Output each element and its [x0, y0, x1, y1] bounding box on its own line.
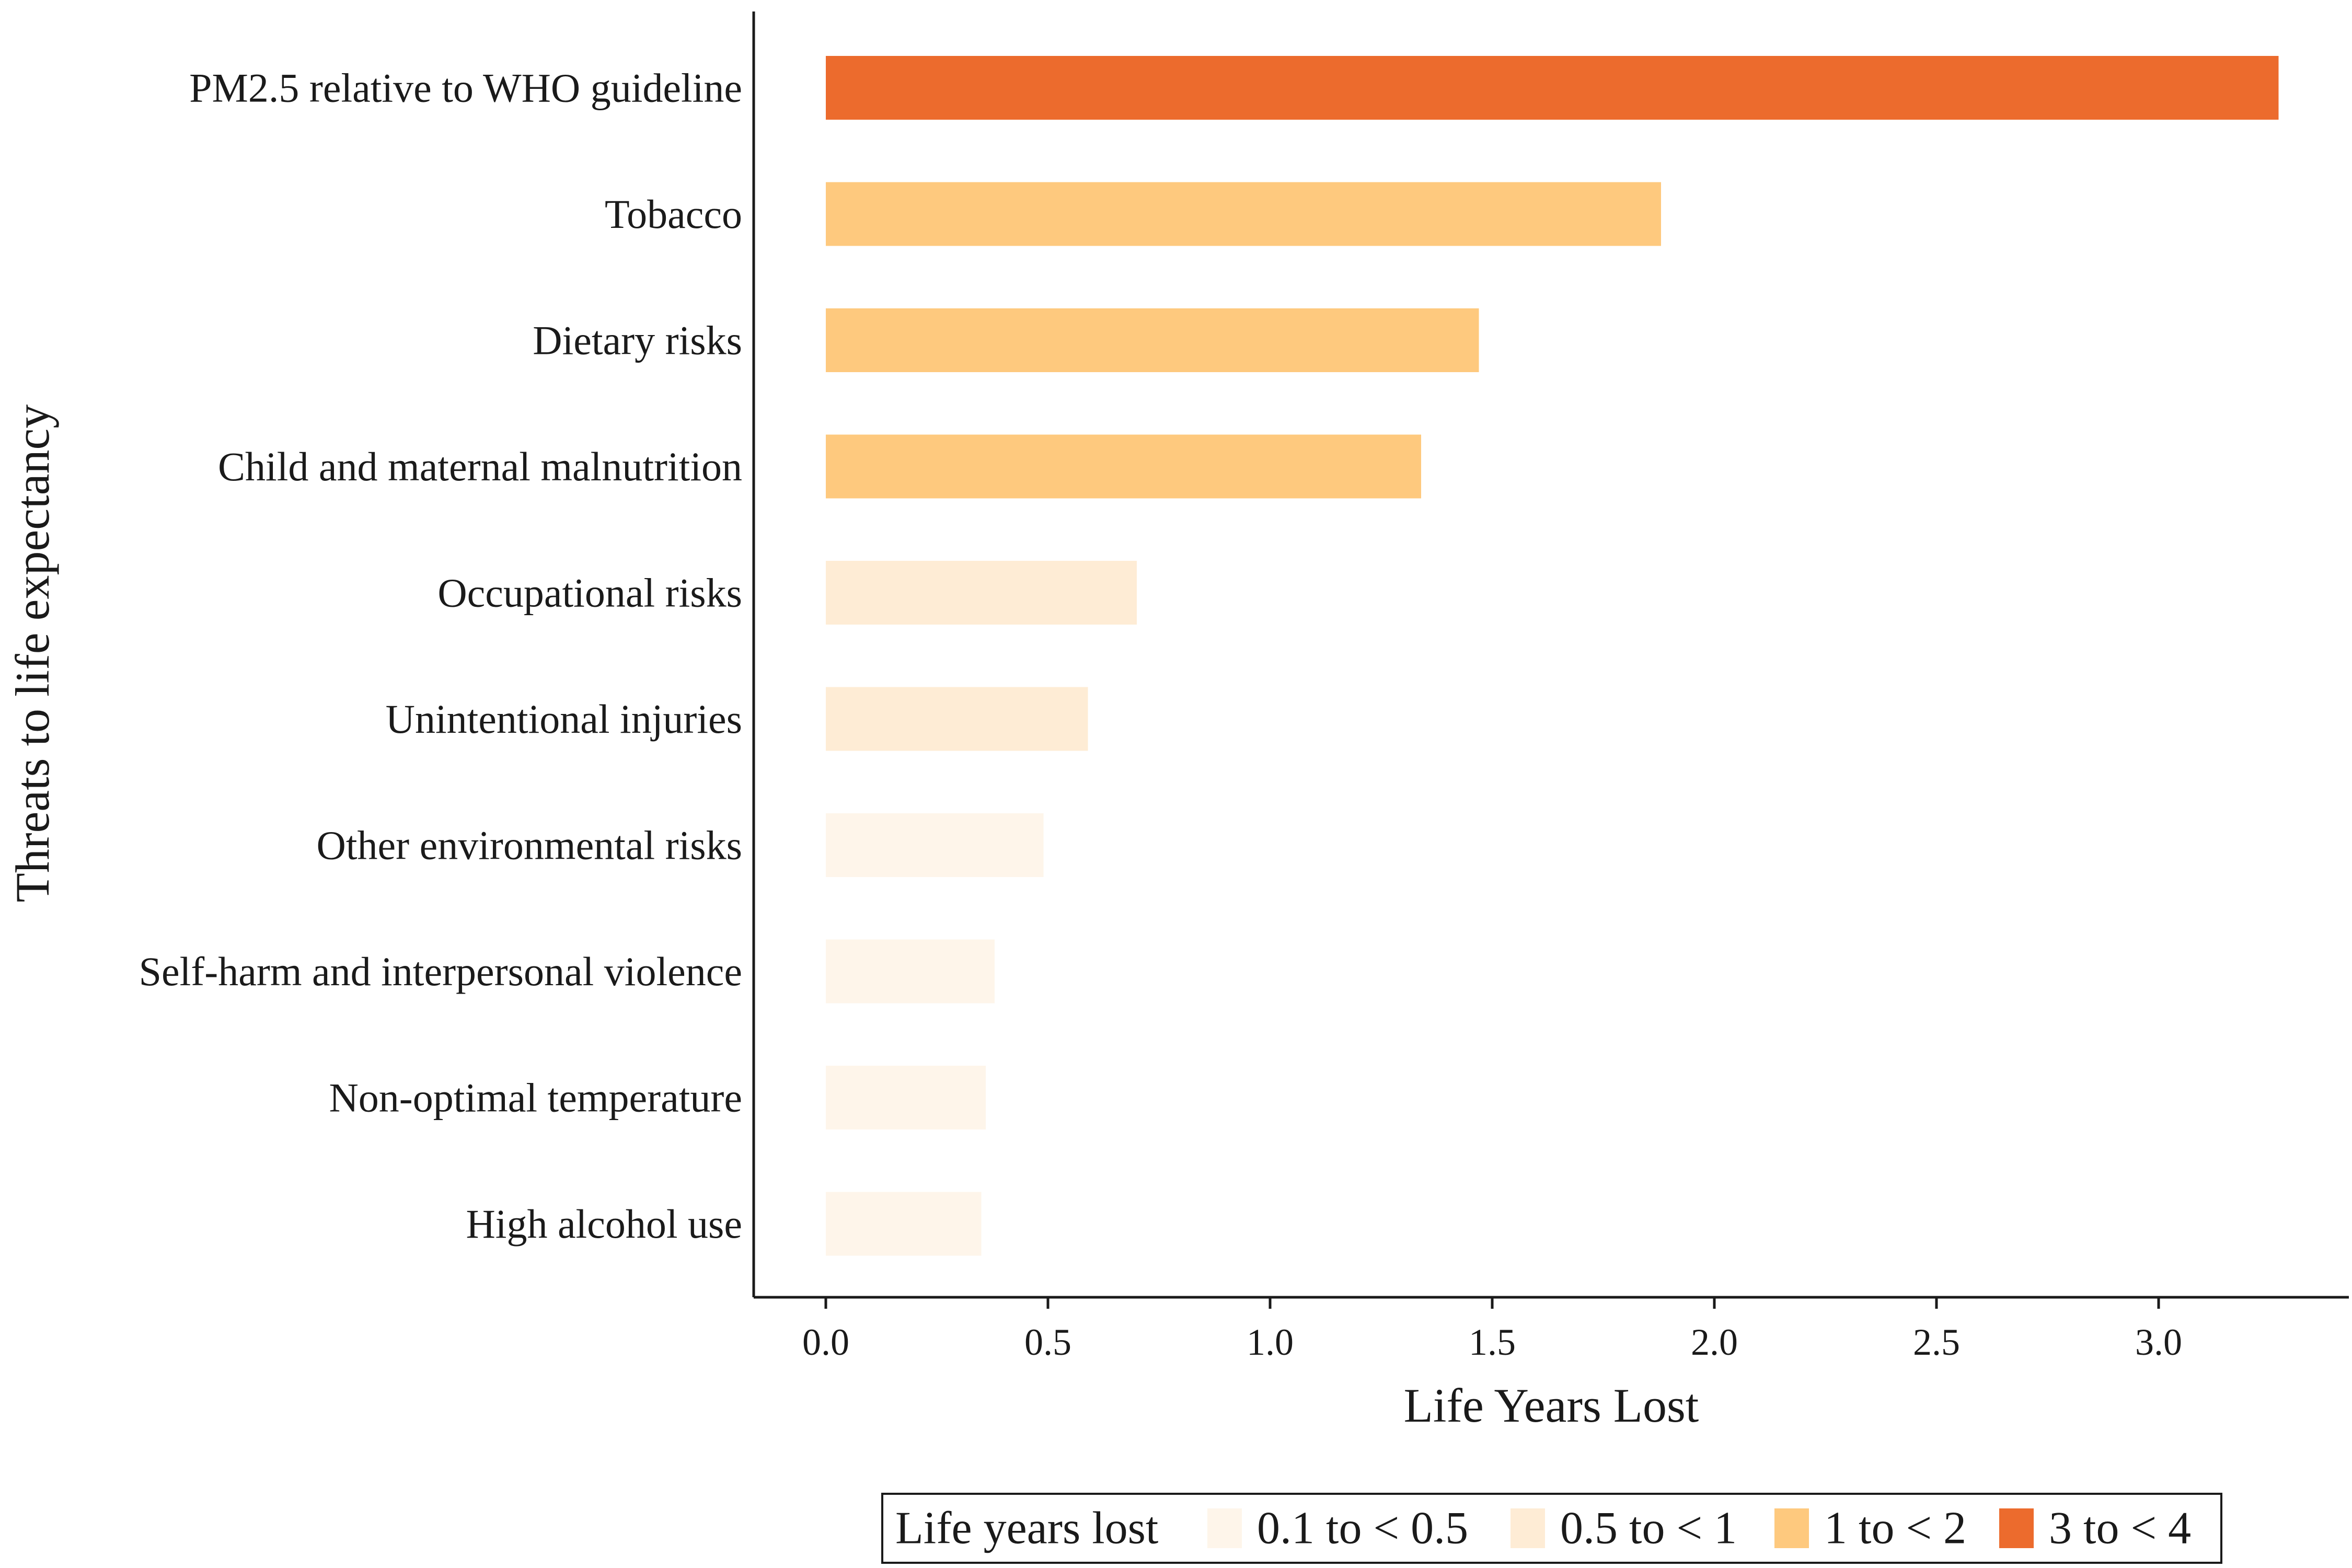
category-label: Dietary risks [533, 318, 742, 363]
x-tick-label: 3.0 [2135, 1321, 2182, 1363]
category-label: High alcohol use [466, 1201, 742, 1247]
bars-group [826, 56, 2279, 1256]
legend-swatch [1511, 1508, 1545, 1548]
x-tick-label: 0.0 [802, 1321, 849, 1363]
x-tick-label: 1.0 [1247, 1321, 1294, 1363]
bar-6 [826, 813, 1044, 877]
bar-0 [826, 56, 2279, 120]
legend-title: Life years lost [895, 1503, 1158, 1554]
legend-swatch [1999, 1508, 2034, 1548]
category-label: Unintentional injuries [386, 696, 742, 742]
x-tick-label: 2.0 [1691, 1321, 1738, 1363]
legend-entry-label: 0.1 to < 0.5 [1257, 1503, 1468, 1554]
category-label: Non-optimal temperature [329, 1075, 742, 1121]
bar-9 [826, 1192, 982, 1256]
bar-3 [826, 434, 1421, 499]
legend: Life years lost 0.1 to < 0.5 0.5 to < 1 1 … [881, 1493, 2222, 1564]
bar-7 [826, 939, 995, 1004]
legend-entry-label: 3 to < 4 [2049, 1503, 2191, 1554]
legend-entries: 0.1 to < 0.5 0.5 to < 1 1 to < 2 3 to < 4 [1207, 1503, 2191, 1554]
bar-8 [826, 1066, 986, 1129]
category-label: Self-harm and interpersonal violence [139, 949, 742, 994]
category-label: Tobacco [605, 191, 742, 237]
bar-5 [826, 687, 1088, 751]
legend-swatch [1774, 1508, 1809, 1548]
x-tick-label: 1.5 [1469, 1321, 1516, 1363]
y-axis-title: Threats to life expectancy [6, 405, 59, 903]
legend-entry-label: 1 to < 2 [1824, 1503, 1966, 1554]
legend-swatch [1207, 1508, 1242, 1548]
legend-entry-label: 0.5 to < 1 [1560, 1503, 1737, 1554]
category-label: Other environmental risks [317, 823, 742, 868]
bar-4 [826, 561, 1137, 625]
category-label: Occupational risks [437, 570, 742, 616]
bar-2 [826, 308, 1479, 372]
category-label: Child and maternal malnutrition [218, 444, 742, 489]
category-labels: PM2.5 relative to WHO guideline Tobacco Di… [139, 65, 742, 1247]
x-tick-label: 0.5 [1024, 1321, 1071, 1363]
category-label: PM2.5 relative to WHO guideline [189, 65, 742, 111]
x-axis-ticks: 0.0 0.5 1.0 1.5 2.0 2.5 3.0 [802, 1297, 2182, 1363]
bar-1 [826, 182, 1661, 246]
x-tick-label: 2.5 [1913, 1321, 1960, 1363]
legend-frame [881, 1493, 2222, 1564]
x-axis-title: Life Years Lost [1404, 1379, 1699, 1432]
